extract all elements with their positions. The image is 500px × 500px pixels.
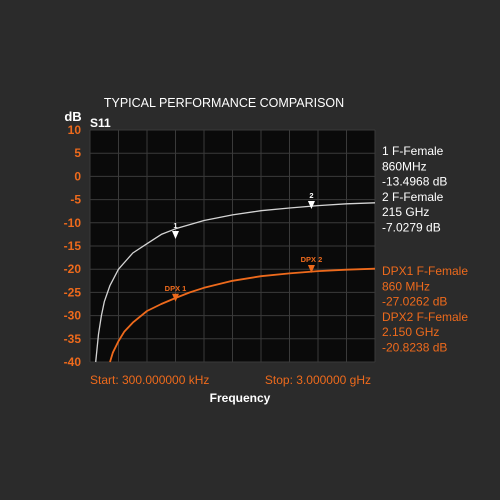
marker-arrow: [172, 293, 179, 302]
marker-label: 1: [173, 221, 177, 230]
series-line-s11: [95, 202, 376, 363]
chart-title: TYPICAL PERFORMANCE COMPARISON: [104, 96, 344, 110]
y-tick-label: -10: [64, 216, 82, 230]
markers: 1 2 DPX 1 DPX 2: [165, 191, 323, 302]
annotation-white: -7.0279 dB: [382, 221, 441, 235]
x-axis-label: Frequency: [210, 391, 271, 405]
marker-label: DPX 1: [165, 284, 187, 293]
y-tick-label: -35: [64, 332, 82, 346]
y-tick-label: 0: [74, 169, 81, 183]
annotation-orange: -20.8238 dB: [382, 341, 447, 355]
grid: [89, 129, 376, 363]
annotation-orange: DPX1 F-Female: [382, 264, 468, 278]
y-tick-labels: 10 5 0 -5 -10 -15 -20 -25 -30 -35 -40: [64, 123, 82, 369]
annotation-orange: -27.0262 dB: [382, 295, 447, 309]
start-frequency-label: Start: 300.000000 kHz: [90, 373, 209, 387]
annotation-orange: 2.150 GHz: [382, 325, 439, 339]
y-tick-label: -30: [64, 309, 82, 323]
annotation-orange: 860 MHz: [382, 279, 430, 293]
annotation-orange: DPX2 F-Female: [382, 310, 468, 324]
series: [95, 202, 376, 363]
marker-arrow: [307, 265, 315, 274]
y-tick-label: 10: [68, 123, 82, 137]
marker-label: DPX 2: [301, 255, 323, 264]
series-line-dpx: [109, 267, 376, 363]
marker-arrow: [307, 201, 315, 210]
y-tick-label: -15: [64, 239, 82, 253]
annotation-white: 215 GHz: [382, 205, 429, 219]
y-tick-label: -5: [70, 193, 81, 207]
annotation-white: 860MHz: [382, 159, 427, 173]
y-tick-label: -20: [64, 262, 82, 276]
trace-label: S11: [90, 116, 111, 130]
stop-frequency-label: Stop: 3.000000 gHz: [265, 373, 371, 387]
annotation-white: -13.4968 dB: [382, 175, 447, 189]
annotation-white: 1 F-Female: [382, 144, 444, 158]
y-tick-label: 5: [74, 146, 81, 160]
marker-arrow: [172, 231, 179, 240]
marker-label: 2: [309, 191, 313, 200]
y-tick-label: -40: [64, 355, 82, 369]
annotation-white: 2 F-Female: [382, 190, 444, 204]
y-axis-label: dB: [64, 109, 81, 124]
y-tick-label: -25: [64, 285, 82, 299]
